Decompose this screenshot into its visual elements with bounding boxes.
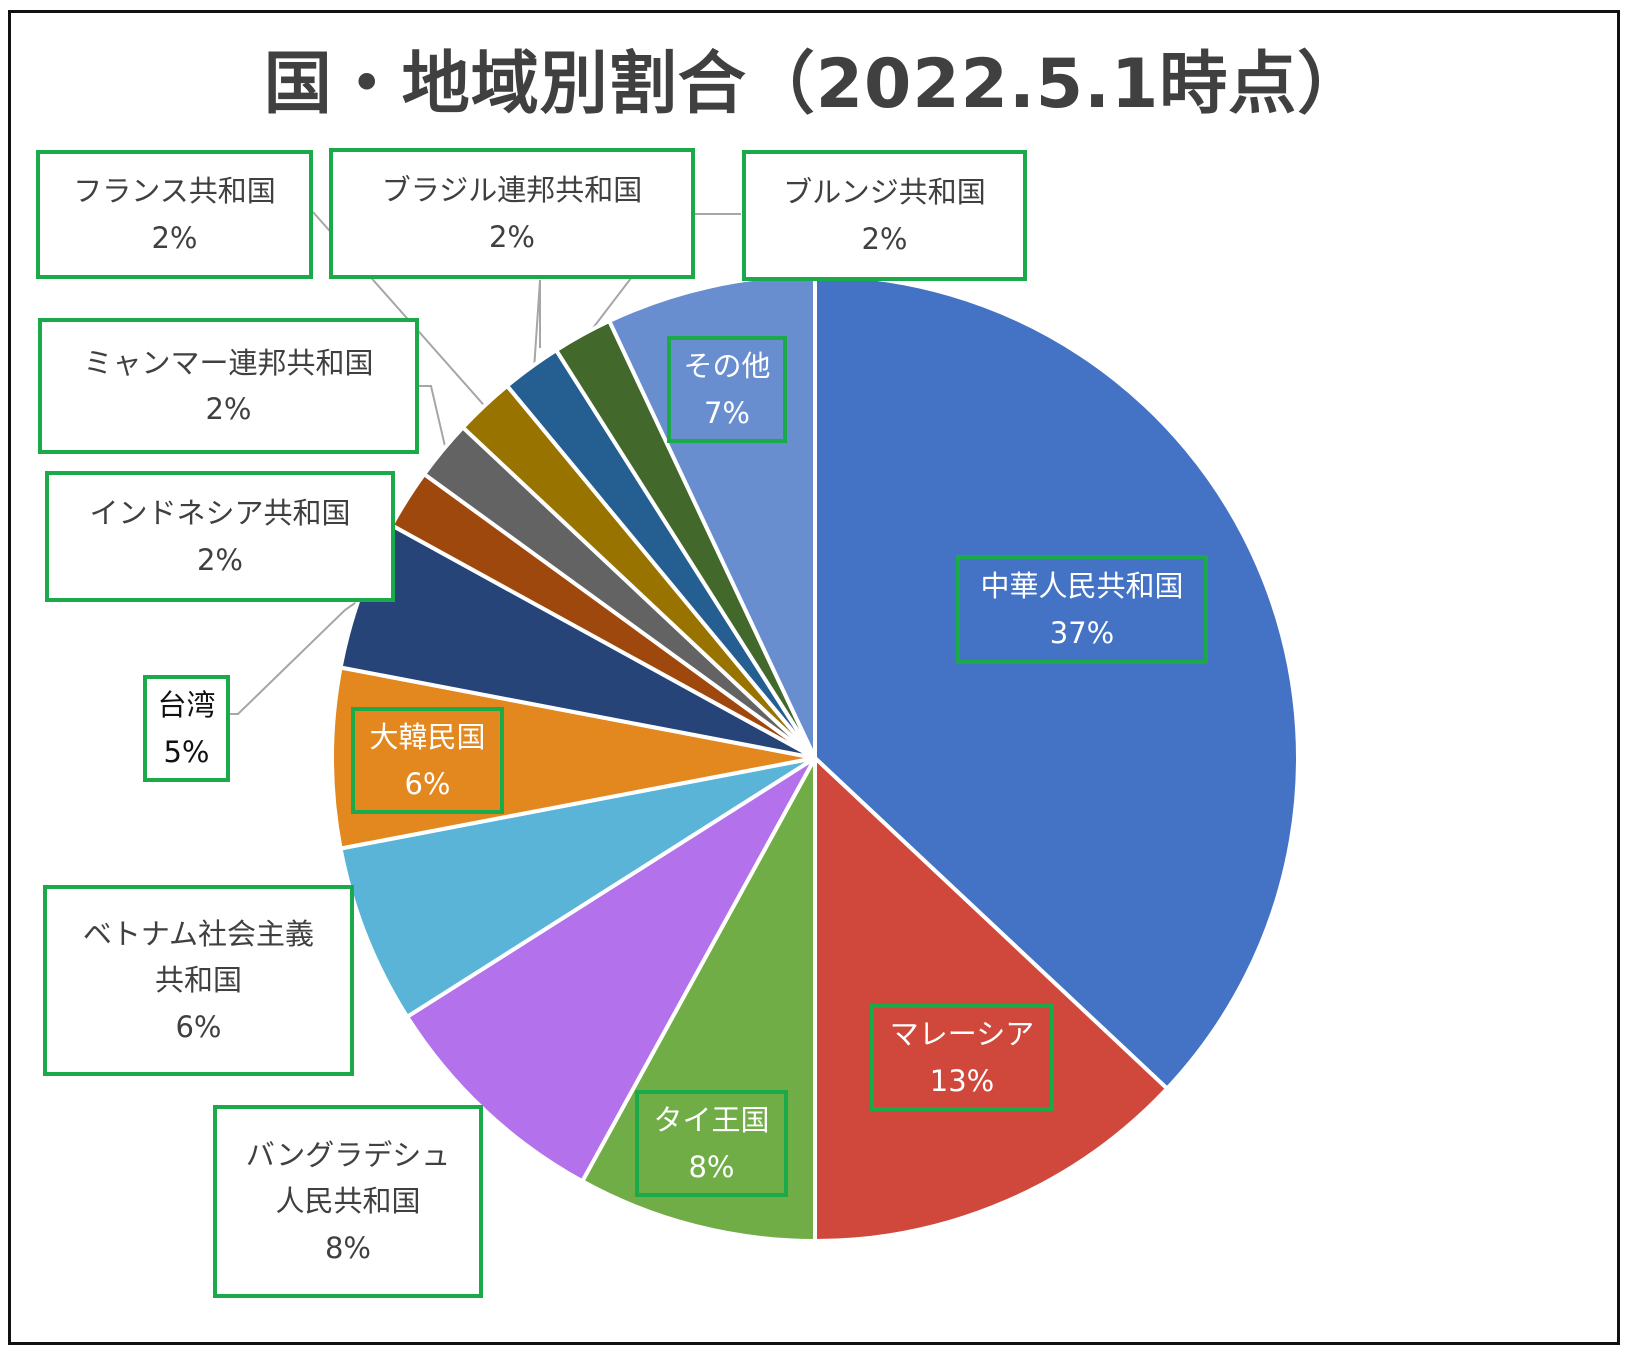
pie-slice [330,665,816,851]
label-percent: 2% [196,542,243,577]
label-percent: 8% [688,1149,735,1184]
label-percent: 8% [324,1230,371,1265]
label-name: ミャンマー連邦共和国 [83,345,374,380]
leader-line [419,385,448,454]
label-indonesia: インドネシア共和国 2% [45,471,395,602]
label-thailand: タイ王国 8% [635,1090,788,1197]
pie-slice [813,753,1170,1244]
label-name: マレーシア [889,1017,1035,1052]
label-name: ベトナム社会主義 共和国 [82,916,315,998]
label-burundi: ブルンジ共和国 2% [742,150,1027,281]
label-taiwan: 台湾 5% [143,675,230,782]
label-percent: 5% [163,734,210,769]
pie-slices [330,272,1300,1244]
label-name: フランス共和国 [73,174,276,209]
pie-slice [579,757,817,1244]
label-name: 大韓民国 [369,720,486,755]
label-other: その他 7% [667,336,787,443]
label-percent: 13% [929,1063,995,1098]
leader-line [532,279,541,372]
label-percent: 7% [703,395,750,430]
pie-slice [813,272,1300,1092]
label-vietnam: ベトナム社会主義 共和国 6% [43,885,354,1076]
leader-line [230,595,366,715]
label-name: インドネシア共和国 [89,496,351,531]
chart-frame [8,10,1620,1345]
pie-slice [338,756,817,1020]
label-myanmar: ミャンマー連邦共和国 2% [38,318,419,454]
leader-lines [230,211,741,715]
label-brazil: ブラジル連邦共和国 2% [329,148,695,279]
label-percent: 2% [205,392,252,426]
label-name: 台湾 [157,688,216,723]
label-percent: 2% [488,219,535,254]
label-korea: 大韓民国 6% [351,707,504,814]
label-percent: 2% [151,220,198,255]
chart-title: 国・地域別割合（2022.5.1時点） [263,45,1367,124]
label-percent: 2% [861,221,908,256]
label-france: フランス共和国 2% [36,150,313,279]
label-percent: 37% [1049,615,1115,650]
label-name: ブルンジ共和国 [783,175,986,210]
label-name: その他 [683,349,771,384]
label-percent: 6% [175,1009,222,1044]
label-name: バングラデシュ 人民共和国 [245,1137,451,1219]
label-china: 中華人民共和国 37% [956,555,1208,664]
label-percent: 6% [404,766,451,801]
label-name: タイ王国 [653,1103,770,1138]
label-name: 中華人民共和国 [980,569,1184,604]
label-bangladesh: バングラデシュ 人民共和国 8% [213,1105,483,1298]
label-malaysia: マレーシア 13% [870,1004,1054,1111]
label-name: ブラジル連邦共和国 [381,173,643,208]
pie-slice [404,756,817,1185]
